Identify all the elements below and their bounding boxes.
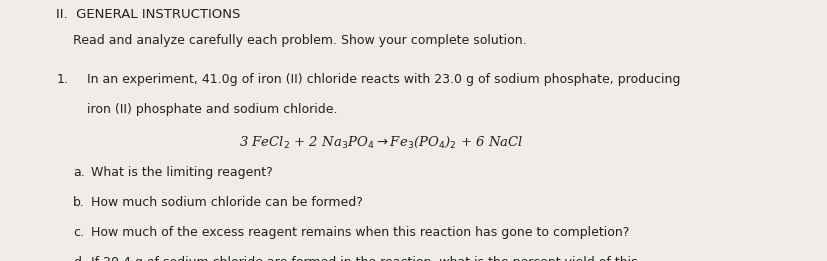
Text: iron (II) phosphate and sodium chloride.: iron (II) phosphate and sodium chloride.	[87, 103, 337, 116]
Text: What is the limiting reagent?: What is the limiting reagent?	[87, 166, 272, 179]
Text: a.: a.	[73, 166, 84, 179]
Text: c.: c.	[73, 226, 84, 239]
Text: Read and analyze carefully each problem. Show your complete solution.: Read and analyze carefully each problem.…	[73, 34, 526, 47]
Text: In an experiment, 41.0g of iron (II) chloride reacts with 23.0 g of sodium phosp: In an experiment, 41.0g of iron (II) chl…	[87, 73, 680, 86]
Text: If 20.4 g of sodium chloride are formed in the reaction, what is the percent yie: If 20.4 g of sodium chloride are formed …	[87, 256, 637, 261]
Text: d.: d.	[73, 256, 84, 261]
Text: 3 FeCl$_{2}$ + 2 Na$_{3}$PO$_{4}$$\rightarrow$Fe$_{3}$(PO$_{4}$)$_{2}$ + 6 NaCl: 3 FeCl$_{2}$ + 2 Na$_{3}$PO$_{4}$$\right…	[238, 135, 523, 150]
Text: 1.: 1.	[56, 73, 68, 86]
Text: II.  GENERAL INSTRUCTIONS: II. GENERAL INSTRUCTIONS	[56, 8, 241, 21]
Text: b.: b.	[73, 196, 84, 209]
Text: How much of the excess reagent remains when this reaction has gone to completion: How much of the excess reagent remains w…	[87, 226, 629, 239]
Text: How much sodium chloride can be formed?: How much sodium chloride can be formed?	[87, 196, 362, 209]
